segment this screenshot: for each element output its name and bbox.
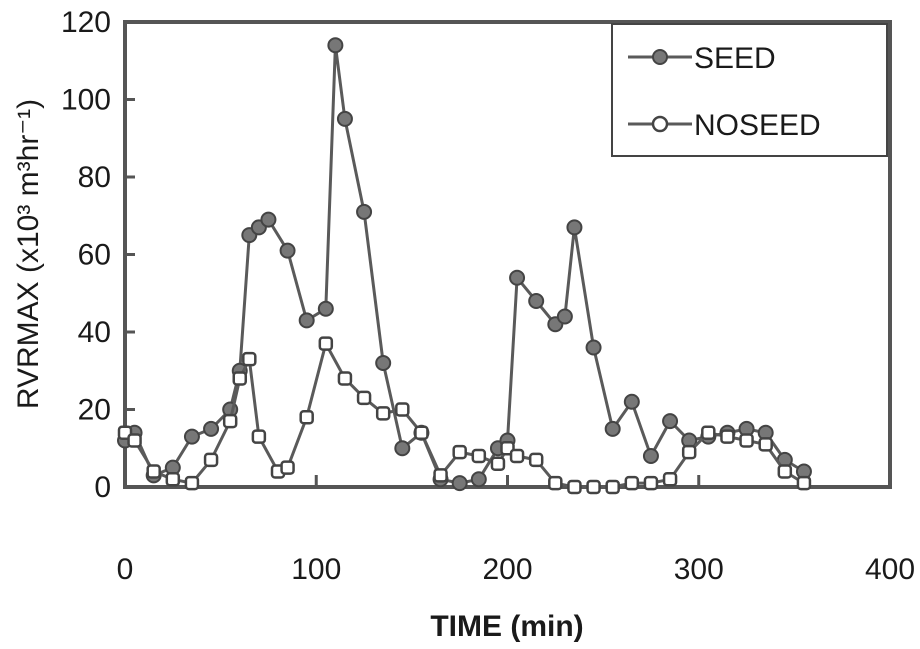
point-noseed (471, 448, 487, 464)
series-line-noseed (124, 342, 805, 489)
point-noseed (662, 472, 678, 487)
point-seed (566, 219, 583, 236)
point-noseed (720, 429, 735, 444)
point-seed (336, 110, 353, 127)
point-seed (662, 413, 679, 430)
point-noseed (796, 475, 812, 491)
point-noseed (395, 402, 410, 417)
point-noseed (567, 479, 582, 495)
legend-label-seed: SEED (694, 42, 776, 75)
point-noseed (643, 475, 659, 491)
point-noseed (452, 444, 467, 460)
y-tick-label-20: 20 (78, 394, 111, 427)
legend-marker-noseed (651, 115, 669, 133)
legend: SEED NOSEED (611, 23, 888, 157)
y-tick-label-40: 40 (78, 316, 111, 349)
y-axis-title: RVRMAX (x10³ m³hr⁻¹) (12, 99, 45, 409)
point-noseed (605, 479, 620, 495)
point-noseed (509, 448, 525, 464)
legend-box (611, 23, 888, 157)
legend-label-noseed: NOSEED (694, 109, 821, 142)
point-seed (509, 269, 526, 286)
point-noseed (375, 406, 391, 421)
point-seed (260, 211, 277, 228)
point-noseed (232, 371, 247, 386)
point-seed (642, 448, 659, 464)
point-noseed (528, 452, 544, 468)
series-layer (117, 37, 812, 495)
series-noseed (117, 336, 812, 495)
point-noseed (127, 433, 142, 448)
x-tick-label-300: 300 (674, 553, 724, 586)
point-noseed (184, 475, 200, 491)
point-noseed (203, 452, 219, 468)
point-noseed (586, 479, 601, 495)
point-seed (317, 300, 334, 317)
point-seed (556, 308, 573, 325)
point-seed (279, 242, 296, 259)
point-seed (375, 355, 392, 371)
y-tick-label-120: 120 (61, 6, 111, 39)
point-seed (203, 420, 220, 437)
point-noseed (414, 425, 429, 440)
point-seed (298, 312, 315, 329)
point-noseed (299, 410, 314, 425)
point-noseed (490, 456, 506, 471)
x-tick-label-100: 100 (291, 553, 341, 586)
point-noseed (777, 464, 793, 479)
point-seed (356, 203, 373, 220)
point-noseed (280, 460, 295, 475)
point-noseed (681, 444, 697, 460)
point-noseed (701, 425, 716, 440)
point-noseed (433, 468, 448, 483)
y-tick-label-100: 100 (61, 84, 111, 117)
point-noseed (548, 475, 563, 491)
point-noseed (624, 475, 640, 491)
y-tick-label-80: 80 (78, 161, 111, 194)
point-noseed (739, 433, 754, 448)
point-seed (623, 393, 640, 410)
point-noseed (146, 464, 161, 479)
point-seed (604, 420, 621, 437)
point-noseed (222, 413, 238, 429)
y-tick-label-0: 0 (94, 471, 111, 504)
point-seed (394, 440, 411, 457)
legend-marker-seed (652, 49, 668, 65)
axes: 0 100 200 300 400 0 20 40 60 80 100 120 (61, 6, 915, 586)
x-tick-label-0: 0 (117, 553, 134, 586)
x-axis-title: TIME (min) (430, 610, 583, 643)
x-tick-label-400: 400 (865, 553, 915, 586)
point-noseed (242, 351, 257, 367)
point-noseed (318, 336, 334, 351)
point-seed (183, 428, 200, 445)
x-tick-label-200: 200 (482, 553, 532, 586)
point-seed (470, 471, 487, 488)
point-seed (327, 37, 344, 54)
point-seed (528, 293, 545, 309)
point-noseed (758, 437, 773, 452)
y-tick-label-60: 60 (78, 239, 111, 272)
point-noseed (251, 429, 267, 444)
point-noseed (337, 371, 353, 386)
point-noseed (165, 472, 181, 487)
point-seed (451, 475, 468, 492)
point-noseed (356, 390, 372, 406)
point-seed (585, 339, 602, 356)
